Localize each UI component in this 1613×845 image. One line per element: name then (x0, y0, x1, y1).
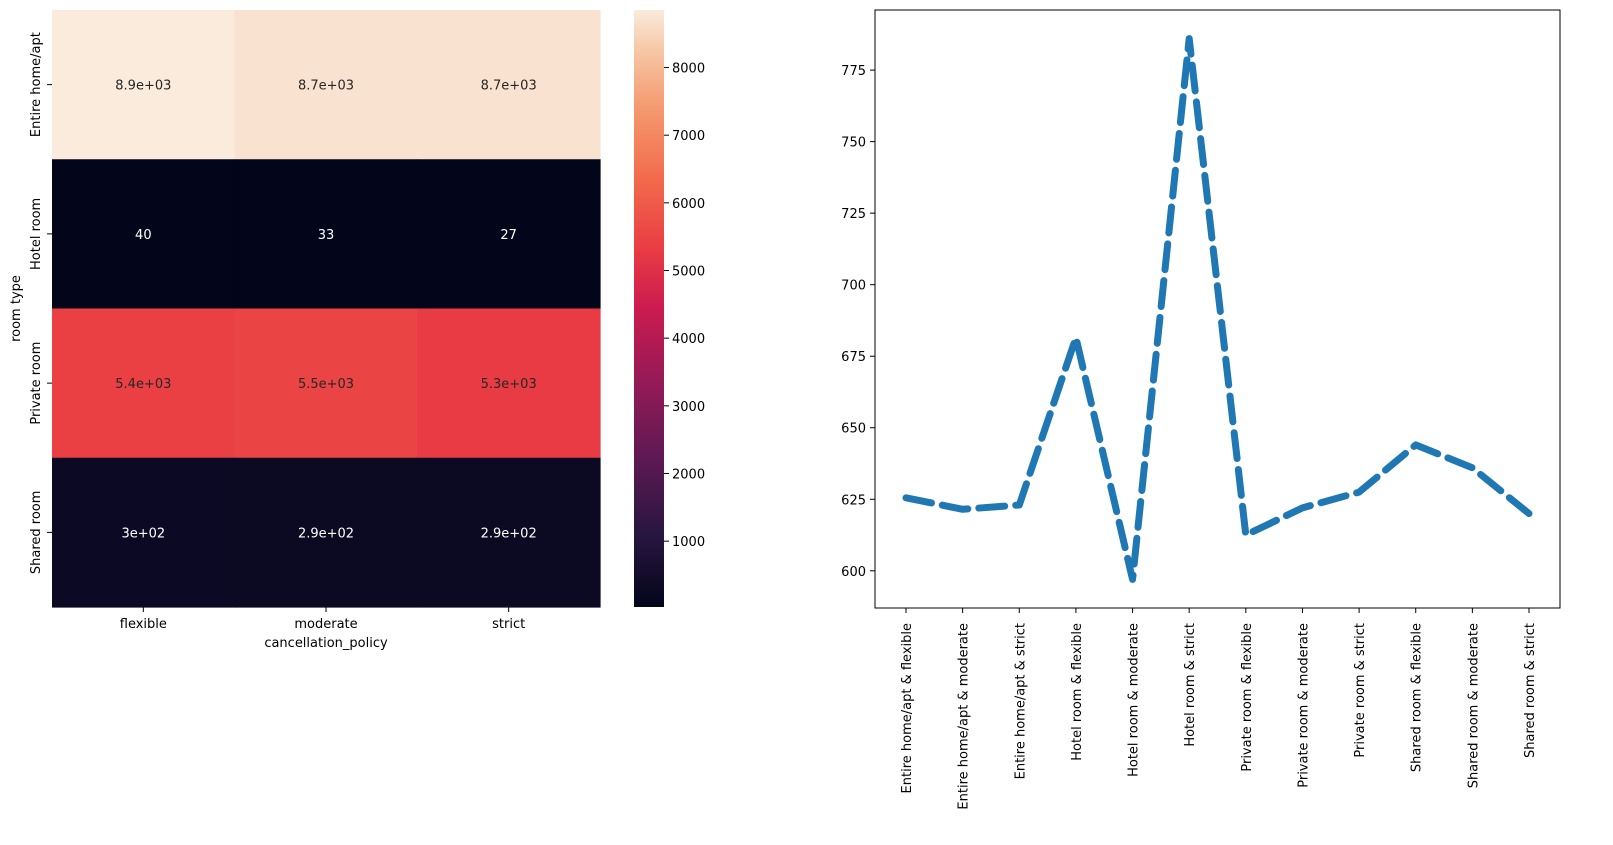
x-tick-label: Private room & strict (1353, 623, 1368, 758)
x-tick-label: Private room & moderate (1296, 623, 1311, 788)
x-tick-label: Hotel room & moderate (1127, 623, 1142, 777)
y-tick-label: 725 (841, 207, 866, 222)
heatmap-cell (417, 159, 601, 310)
heatmap-cell (52, 10, 236, 160)
x-tick-label: strict (492, 617, 525, 632)
heatmap-cell-label: 8.7e+03 (481, 79, 537, 94)
x-axis-label: cancellation_policy (264, 636, 388, 651)
colorbar-tick-label: 5000 (672, 265, 705, 280)
x-tick-label: Hotel room & flexible (1070, 623, 1085, 761)
x-tick-label: Shared room & flexible (1410, 623, 1425, 772)
colorbar-tick-label: 6000 (672, 197, 705, 212)
y-tick-label: Entire home/apt (29, 32, 44, 137)
heatmap-cell (417, 457, 601, 608)
heatmap-cell-label: 8.7e+03 (298, 79, 354, 94)
x-tick-label: Entire home/apt & flexible (900, 623, 915, 793)
colorbar-tick-label: 8000 (672, 62, 705, 77)
heatmap-cell-label: 8.9e+03 (115, 79, 171, 94)
heatmap-cell-label: 5.5e+03 (298, 377, 354, 392)
colorbar-tick-label: 2000 (672, 467, 705, 482)
heatmap-cell-label: 3e+02 (121, 526, 165, 541)
heatmap-cell-label: 27 (500, 228, 517, 243)
x-tick-label: moderate (294, 617, 357, 632)
colorbar-tick-label: 7000 (672, 129, 705, 144)
heatmap-panel: 8.9e+03 8.7e+03 8.7e+03 40 33 27 5.4e+03 5.5e+0… (9, 10, 601, 651)
heatmap-cell (234, 159, 418, 310)
x-tick-label: Shared room & strict (1523, 623, 1538, 758)
colorbar-tick-label: 3000 (672, 400, 705, 415)
y-tick-label: Shared room (29, 491, 44, 575)
heatmap-cell-label: 2.9e+02 (481, 526, 537, 541)
colorbar-tick-label: 1000 (672, 535, 705, 550)
plot-area-frame (874, 9, 1561, 609)
heatmap-cell-label: 40 (135, 228, 152, 243)
heatmap-cell (52, 159, 236, 310)
x-tick-label: Entire home/apt & strict (1013, 623, 1028, 779)
heatmap-cell-label: 5.3e+03 (481, 377, 537, 392)
colorbar-gradient (634, 10, 664, 607)
x-tick-label: flexible (120, 617, 167, 632)
colorbar-tick-label: 4000 (672, 332, 705, 347)
heatmap-cell (234, 10, 418, 160)
y-tick-label: 700 (841, 279, 866, 294)
y-axis-label: room type (9, 275, 24, 342)
colorbar: 1000 2000 3000 4000 5000 6000 7000 8000 (634, 10, 705, 607)
series-line (902, 35, 1533, 583)
heatmap-cell (417, 10, 601, 160)
heatmap-cell-label: 2.9e+02 (298, 526, 354, 541)
y-tick-label: 625 (841, 493, 866, 508)
heatmap-cell (234, 308, 418, 459)
x-tick-label: Hotel room & strict (1183, 623, 1198, 747)
y-tick-label: 775 (841, 64, 866, 79)
heatmap-cell (234, 457, 418, 608)
y-tick-label: 750 (841, 136, 866, 151)
y-tick-label: Hotel room (29, 198, 44, 270)
heatmap-cell-label: 5.4e+03 (115, 377, 171, 392)
heatmap-cell (52, 308, 236, 459)
line-chart-panel: 600 625 650 675 700 725 750 775 Entire home/apt … (841, 9, 1561, 810)
x-tick-label: Entire home/apt & moderate (957, 623, 972, 810)
heatmap-cell-label: 33 (318, 228, 335, 243)
y-tick-label: 650 (841, 422, 866, 437)
y-tick-label: 600 (841, 565, 866, 580)
x-tick-label: Shared room & moderate (1466, 623, 1481, 788)
x-tick-label: Private room & flexible (1240, 623, 1255, 772)
y-tick-label: Private room (29, 342, 44, 425)
heatmap-cell (52, 457, 236, 608)
heatmap-cell (417, 308, 601, 459)
y-tick-label: 675 (841, 350, 866, 365)
